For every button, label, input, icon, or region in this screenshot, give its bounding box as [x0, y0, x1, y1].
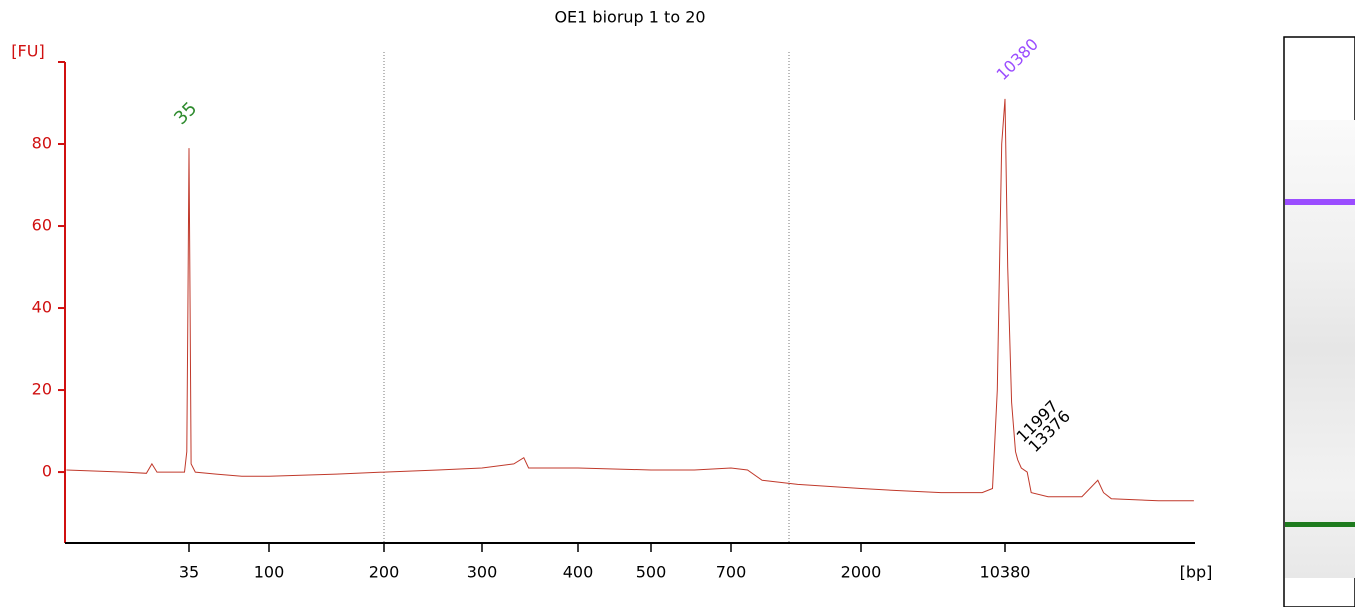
- x-axis-label: [bp]: [1180, 563, 1213, 582]
- peak-label: 35: [170, 98, 201, 129]
- x-tick-label: 10380: [980, 563, 1031, 582]
- y-axis-label: [FU]: [11, 42, 44, 61]
- x-tick-label: 400: [563, 563, 594, 582]
- x-tick-label: 200: [369, 563, 400, 582]
- x-tick-label: 700: [716, 563, 747, 582]
- y-tick-label: 80: [32, 134, 52, 153]
- x-tick-label: 100: [254, 563, 285, 582]
- x-tick-label: 35: [179, 563, 199, 582]
- chart-title: OE1 biorup 1 to 20: [554, 8, 705, 27]
- gel-lane: [1283, 36, 1355, 607]
- x-tick-label: 2000: [841, 563, 882, 582]
- x-tick-label: 300: [467, 563, 498, 582]
- peak-label: 10380: [993, 35, 1042, 84]
- y-tick-label: 20: [32, 380, 52, 399]
- x-tick-label: 500: [636, 563, 667, 582]
- y-tick-label: 40: [32, 298, 52, 317]
- y-tick-label: 60: [32, 216, 52, 235]
- trace: [66, 98, 1194, 502]
- y-tick-label: 0: [42, 462, 52, 481]
